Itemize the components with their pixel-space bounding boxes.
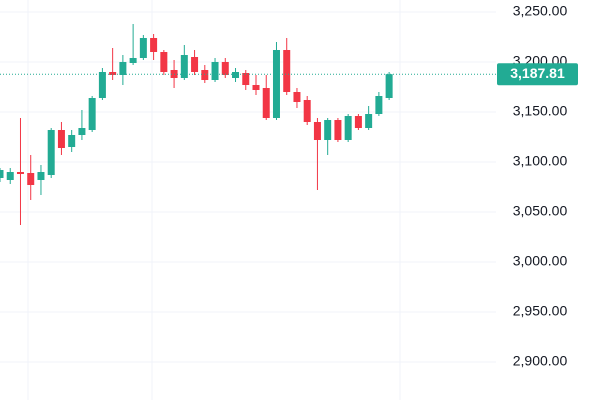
candle-body — [191, 57, 199, 72]
candle-body — [242, 73, 250, 85]
candle-body — [68, 135, 76, 147]
candle-body — [16, 172, 24, 174]
y-tick-label: 3,250.00 — [513, 3, 568, 19]
candle-body — [160, 52, 168, 72]
candle-body — [365, 114, 373, 128]
candle-body — [313, 122, 321, 140]
candle-body — [47, 130, 55, 175]
candle-body — [334, 120, 342, 140]
y-tick-label: 2,950.00 — [513, 303, 568, 319]
candle-body — [252, 85, 260, 90]
last-price-label: 3,187.81 — [510, 65, 565, 81]
y-tick-label: 3,100.00 — [513, 153, 568, 169]
candle-body — [324, 120, 332, 140]
candle-body — [119, 62, 127, 75]
candle-body — [232, 72, 240, 78]
candle-body — [375, 96, 383, 114]
candle-body — [283, 50, 291, 92]
candle-body — [344, 116, 352, 140]
candle-body — [303, 100, 311, 122]
candle-body — [37, 172, 45, 180]
candle-body — [385, 74, 393, 98]
candle-body — [109, 72, 117, 75]
y-tick-label: 3,150.00 — [513, 103, 568, 119]
last-price-box — [497, 63, 578, 86]
candle-body — [129, 58, 137, 63]
y-tick-label: 3,000.00 — [513, 253, 568, 269]
candle-body — [211, 62, 219, 80]
candle-body — [272, 50, 280, 118]
candle-body — [139, 38, 147, 58]
candle-body — [221, 62, 229, 75]
candle-body — [180, 55, 188, 78]
candle-body — [354, 116, 362, 128]
candle-body — [57, 130, 65, 148]
y-tick-label: 3,050.00 — [513, 203, 568, 219]
candle-body — [150, 38, 158, 52]
candle-body — [88, 98, 96, 130]
candle-body — [0, 170, 4, 178]
candle-body — [201, 70, 209, 80]
candle-body — [6, 172, 14, 180]
candle-body — [98, 72, 106, 98]
candle-body — [27, 173, 35, 185]
y-tick-label: 2,900.00 — [513, 353, 568, 369]
candle-body — [293, 92, 301, 102]
candle-body — [262, 88, 270, 118]
candle-body — [78, 128, 86, 135]
